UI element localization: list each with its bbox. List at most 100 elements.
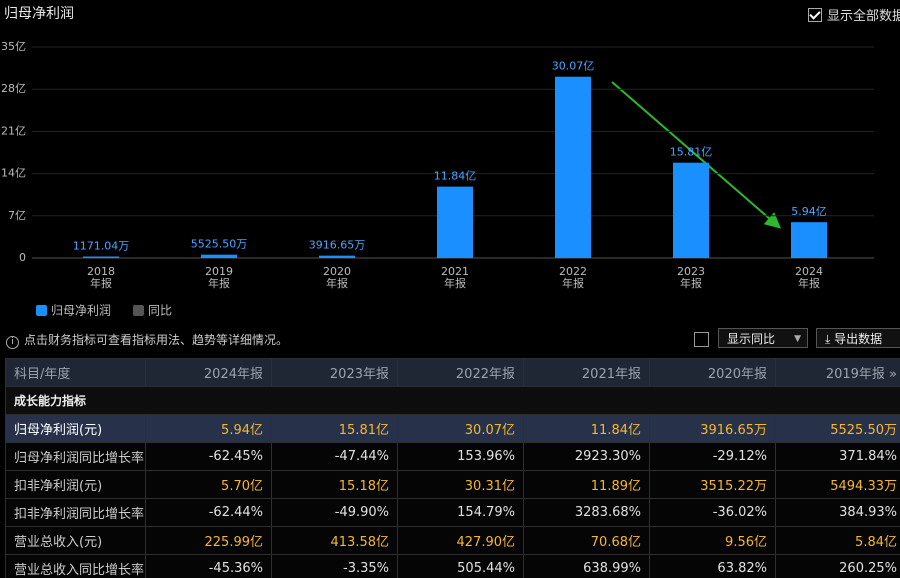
toggle-label: 显示同比 — [727, 332, 776, 346]
row-label[interactable]: 归母净利润同比增长率 — [5, 442, 146, 471]
value-label: 3916.65万 — [309, 239, 366, 252]
row-label[interactable]: 归母净利润(元) — [5, 414, 146, 443]
header-cell[interactable]: 2020年报 — [649, 358, 776, 387]
show-all-toggle[interactable]: 显示全部数据 — [808, 5, 900, 24]
x-tick-label: 年报 — [90, 276, 112, 290]
data-row: 营业总收入(元) 225.99亿 413.58亿 427.90亿 70.68亿 9.56亿… — [5, 526, 900, 555]
bar — [673, 162, 709, 258]
y-tick-label: 21亿 — [1, 124, 26, 137]
cell: -62.45% — [145, 442, 272, 471]
chart-title: 归母净利润 — [4, 6, 74, 22]
cell: 30.07亿 — [397, 414, 524, 443]
x-tick-label: 年报 — [208, 276, 230, 290]
cell: 11.84亿 — [523, 414, 650, 443]
cell: 15.81亿 — [271, 414, 398, 443]
cell: -29.12% — [649, 442, 776, 471]
toggle-dropdown[interactable]: 显示同比 ▼ — [718, 328, 808, 348]
chart: 07亿14亿21亿28亿35亿2018年报2019年报2020年报2021年报2… — [1, 40, 874, 318]
bar — [83, 256, 119, 258]
show-all-label: 显示全部数据 — [827, 9, 900, 24]
data-row: 扣非净利润同比增长率 -62.44% -49.90% 154.79% 3283.68% -… — [5, 498, 900, 527]
cell: 371.84% — [775, 442, 900, 471]
legend-label: 归母净利润 — [51, 304, 111, 318]
x-tick-label: 2024 — [795, 265, 823, 278]
data-table: 科目/年度 2024年报 2023年报 2022年报 2021年报 2020年报 2019年… — [5, 358, 900, 578]
x-tick-label: 2023 — [677, 265, 705, 278]
export-button[interactable]: ⤓ 导出数据 — [816, 328, 900, 348]
trend-arrow — [611, 81, 782, 229]
row-label[interactable]: 扣非净利润(元) — [5, 470, 146, 499]
legend-label: 同比 — [148, 304, 172, 318]
data-row: 归母净利润(元) 5.94亿 15.81亿 30.07亿 11.84亿 3916.65万 5… — [5, 414, 900, 443]
cell: 5.70亿 — [145, 470, 272, 499]
value-label: 15.81亿 — [670, 146, 713, 159]
value-label: 11.84亿 — [434, 170, 477, 183]
cell: -47.44% — [271, 442, 398, 471]
y-tick-label: 28亿 — [1, 82, 26, 95]
cell: -62.44% — [145, 498, 272, 527]
cell: 3515.22万 — [649, 470, 776, 499]
cell: 2923.30% — [523, 442, 650, 471]
cell: 153.96% — [397, 442, 524, 471]
data-row: 归母净利润同比增长率 -62.45% -47.44% 153.96% 2923.30% -… — [5, 442, 900, 471]
y-tick-label: 14亿 — [1, 167, 26, 180]
cell: 70.68亿 — [523, 526, 650, 555]
header-cell[interactable]: 2023年报 — [271, 358, 398, 387]
header-cell[interactable]: 2021年报 — [523, 358, 650, 387]
bar — [555, 76, 591, 258]
header-cell[interactable]: 2019年报 » — [775, 358, 900, 387]
x-tick-label: 年报 — [326, 276, 348, 290]
more-icon[interactable]: » — [884, 367, 897, 382]
x-tick-label: 2019 — [205, 265, 233, 278]
export-label: 导出数据 — [834, 332, 883, 346]
header-cell[interactable]: 2024年报 — [145, 358, 272, 387]
data-row: 营业总收入同比增长率 -45.36% -3.35% 505.44% 638.99% 63.… — [5, 554, 900, 578]
cell: 5525.50万 — [775, 414, 900, 443]
x-tick-label: 2022 — [559, 265, 587, 278]
data-row: 扣非净利润(元) 5.70亿 15.18亿 30.31亿 11.89亿 3515.22万 5… — [5, 470, 900, 499]
header-cell[interactable]: 2022年报 — [397, 358, 524, 387]
x-tick-label: 2018 — [87, 265, 115, 278]
cell: -45.36% — [145, 554, 272, 578]
bar — [201, 254, 237, 258]
y-tick-label: 7亿 — [8, 209, 26, 222]
section-row: 成长能力指标 — [5, 386, 900, 415]
header-row: 科目/年度 2024年报 2023年报 2022年报 2021年报 2020年报 2019年… — [5, 358, 900, 387]
section-cell: 成长能力指标 — [5, 386, 900, 415]
toggle-checkbox[interactable] — [694, 332, 709, 347]
row-label[interactable]: 营业总收入同比增长率 — [5, 554, 146, 578]
cell: 63.82% — [649, 554, 776, 578]
value-label: 5525.50万 — [191, 238, 248, 251]
x-tick-label: 年报 — [798, 276, 820, 290]
cell: -3.35% — [271, 554, 398, 578]
cell: 225.99亿 — [145, 526, 272, 555]
row-label[interactable]: 扣非净利润同比增长率 — [5, 498, 146, 527]
bar — [319, 255, 355, 258]
cell: 30.31亿 — [397, 470, 524, 499]
cell: 5494.33万 — [775, 470, 900, 499]
header-cell: 科目/年度 — [5, 358, 146, 387]
cell: 427.90亿 — [397, 526, 524, 555]
cell: 638.99% — [523, 554, 650, 578]
x-tick-label: 年报 — [562, 276, 584, 290]
cell: 384.93% — [775, 498, 900, 527]
cell: -36.02% — [649, 498, 776, 527]
cell: 413.58亿 — [271, 526, 398, 555]
cell: 15.18亿 — [271, 470, 398, 499]
y-tick-label: 35亿 — [1, 40, 26, 53]
value-label: 5.94亿 — [791, 205, 827, 218]
cell: 154.79% — [397, 498, 524, 527]
cell: -49.90% — [271, 498, 398, 527]
cell: 3283.68% — [523, 498, 650, 527]
x-tick-label: 年报 — [680, 276, 702, 290]
bar — [791, 222, 827, 258]
value-label: 30.07亿 — [552, 60, 595, 73]
x-tick-label: 2021 — [441, 265, 469, 278]
cell: 505.44% — [397, 554, 524, 578]
row-label[interactable]: 营业总收入(元) — [5, 526, 146, 555]
cell: 9.56亿 — [649, 526, 776, 555]
cell: 260.25% — [775, 554, 900, 578]
cell: 5.94亿 — [145, 414, 272, 443]
x-tick-label: 2020 — [323, 265, 351, 278]
